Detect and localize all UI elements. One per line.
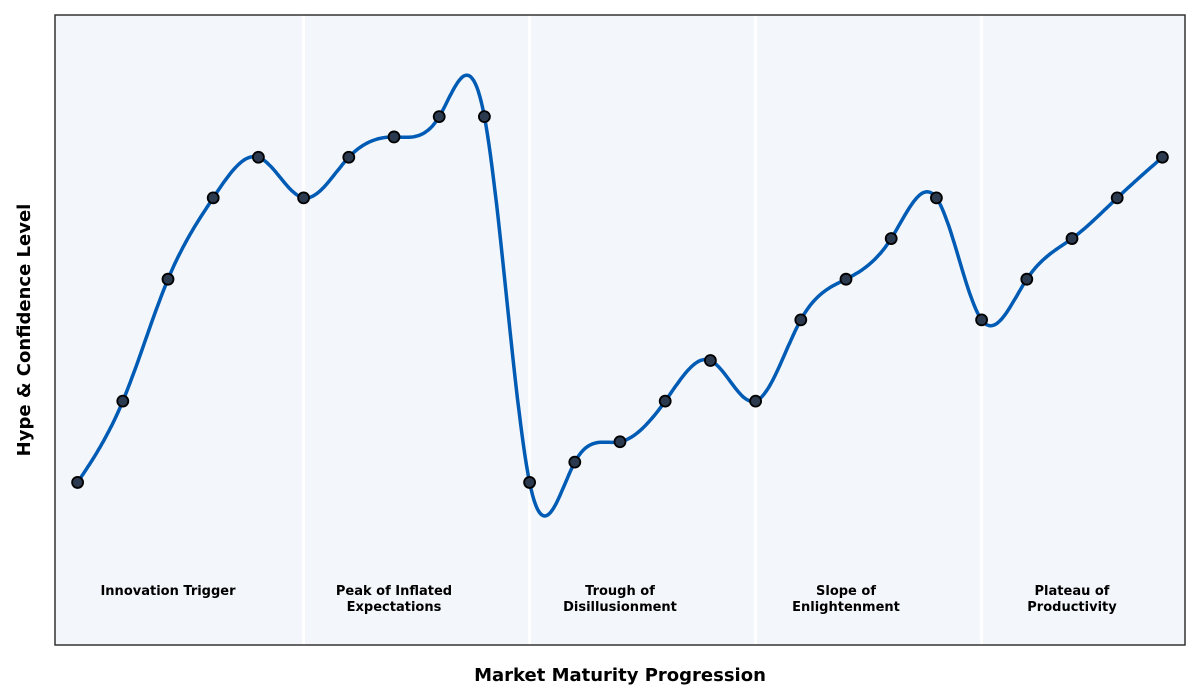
phase-label-line: Innovation Trigger [100, 584, 236, 599]
data-points [71, 110, 1169, 489]
phase-label-line: Trough of [585, 584, 655, 599]
data-point [116, 394, 130, 408]
data-point [71, 476, 84, 489]
data-point [884, 232, 898, 245]
phase-label: Trough of Disillusionment [563, 584, 677, 615]
phase-label-line: Productivity [1027, 600, 1117, 615]
phase-label: Peak of Inflated Expectations [336, 584, 452, 615]
data-point [161, 272, 175, 286]
data-point [523, 476, 536, 489]
data-point [1065, 232, 1079, 245]
phase-dividers [302, 15, 984, 645]
phase-label-line: Plateau of [1035, 584, 1110, 599]
data-point [477, 110, 491, 124]
phase-label: Plateau of Productivity [1027, 584, 1117, 615]
x-axis-label: Market Maturity Progression [474, 665, 766, 686]
phase-labels: Innovation Trigger Peak of Inflated Expect… [100, 584, 1117, 615]
data-point [297, 191, 311, 205]
data-point [975, 313, 988, 327]
phase-label-line: Disillusionment [563, 600, 677, 615]
data-point [749, 394, 762, 408]
data-point [1110, 191, 1124, 205]
data-point [342, 150, 356, 164]
data-point [704, 354, 717, 367]
data-point [930, 191, 943, 205]
data-point [658, 394, 672, 408]
phase-label-line: Enlightenment [792, 600, 900, 615]
phase-label: Slope of Enlightenment [792, 584, 900, 615]
data-point [387, 130, 401, 144]
phase-label-line: Slope of [816, 584, 876, 599]
data-point [206, 191, 220, 205]
phase-label: Innovation Trigger [100, 584, 236, 599]
phase-label-line: Expectations [347, 600, 442, 615]
data-point [432, 110, 446, 124]
phase-label-line: Peak of Inflated [336, 584, 452, 599]
data-point [613, 435, 627, 449]
data-point [839, 272, 853, 286]
data-point [794, 313, 808, 327]
data-point [1156, 150, 1169, 164]
y-axis-label: Hype & Confidence Level [14, 204, 35, 457]
data-point [251, 150, 265, 164]
plot-background [55, 15, 1185, 645]
data-point [1020, 272, 1034, 286]
plot-frame [54, 14, 1186, 646]
data-point [568, 455, 582, 469]
